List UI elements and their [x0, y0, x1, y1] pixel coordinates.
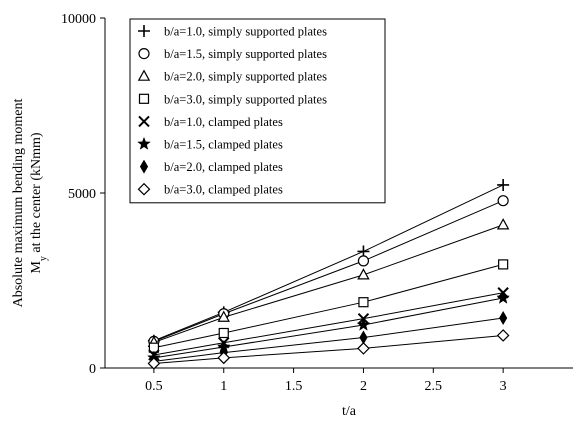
legend-item: b/a=1.5, simply supported plates	[138, 47, 327, 61]
x-tick-label: 1.5	[285, 379, 303, 394]
diamond-open-marker	[137, 182, 151, 196]
diamond-open-marker	[496, 329, 510, 342]
y-axis-title-subscript: y	[38, 256, 49, 261]
diamond-open-marker	[357, 342, 370, 355]
series-triangle	[147, 218, 510, 348]
series-line	[153, 200, 504, 342]
x-tick-label: 0.5	[145, 379, 163, 394]
legend-label: b/a=2.0, clamped plates	[164, 160, 283, 174]
diamond-filled-marker	[359, 330, 368, 345]
circle-marker	[497, 195, 509, 207]
square-marker	[138, 93, 150, 104]
y-tick-label: 0	[89, 362, 96, 377]
series-line	[153, 297, 504, 359]
diamond-open-marker	[147, 357, 161, 370]
series-line	[153, 317, 504, 362]
legend-label: b/a=1.5, simply supported plates	[164, 47, 327, 61]
legend-item: b/a=3.0, simply supported plates	[138, 92, 327, 106]
legend-item: b/a=1.0, clamped plates	[138, 115, 283, 129]
y-axis-title-line-2: My at the center (kNmm)	[29, 132, 49, 273]
legend-label: b/a=1.0, simply supported plates	[164, 25, 327, 39]
diamond-filled-marker	[139, 159, 149, 174]
x-tick-label: 2	[360, 379, 367, 394]
legend-item: b/a=3.0, clamped plates	[137, 182, 283, 197]
circle-marker	[357, 255, 370, 267]
series-circle	[148, 195, 509, 347]
diamond-open-marker	[217, 351, 231, 365]
y-tick-label: 10000	[61, 12, 96, 27]
legend-label: b/a=3.0, simply supported plates	[164, 92, 327, 106]
legend-item: b/a=1.0, simply supported plates	[138, 25, 327, 39]
legend-box	[129, 18, 386, 204]
y-axis-title-rest: at the center (kNmm)	[29, 132, 44, 256]
triangle-marker	[217, 310, 230, 322]
circle-marker	[138, 47, 150, 60]
diamond-filled-marker	[499, 310, 508, 325]
series-plus	[147, 178, 510, 347]
legend: b/a=1.0, simply supported plates b/a=1.5,…	[129, 18, 386, 204]
legend-item: b/a=2.0, clamped plates	[139, 159, 283, 174]
series-diamond-open	[147, 329, 510, 370]
series-layer	[147, 178, 511, 370]
series-line	[153, 263, 504, 349]
legend-label: b/a=3.0, clamped plates	[164, 183, 283, 197]
x-marker	[138, 115, 150, 128]
x-axis-title: t/a	[342, 404, 357, 419]
triangle-marker	[357, 268, 370, 280]
square-marker	[218, 327, 229, 339]
x-tick-label: 3	[500, 379, 507, 394]
legend-item: b/a=1.5, clamped plates	[137, 136, 283, 152]
plus-marker	[138, 25, 150, 37]
series-star	[147, 290, 511, 364]
plus-marker	[497, 178, 510, 191]
axes: 0.5 1 1.5 2 2.5 3 0 5000 10000	[61, 12, 573, 394]
legend-label: b/a=1.0, clamped plates	[164, 115, 283, 129]
x-tick-label: 1	[220, 379, 227, 394]
series-line	[153, 224, 504, 343]
series-x	[148, 287, 509, 361]
legend-item: b/a=2.0, simply supported plates	[137, 69, 327, 84]
triangle-marker	[496, 218, 510, 230]
triangle-marker	[137, 69, 151, 81]
series-line	[153, 184, 504, 342]
x-tick-label: 2.5	[425, 379, 443, 394]
legend-label: b/a=1.5, clamped plates	[164, 138, 283, 152]
square-marker	[498, 259, 509, 270]
star-marker	[496, 290, 511, 304]
series-line	[153, 334, 504, 364]
legend-label: b/a=2.0, simply supported plates	[164, 70, 327, 84]
y-axis-title-symbol: M	[29, 261, 44, 274]
square-marker	[358, 297, 369, 308]
series-square	[148, 259, 509, 353]
star-marker	[356, 317, 371, 331]
y-tick-label: 5000	[68, 187, 96, 202]
y-axis-title-line-1: Absolute maximum bending moment	[11, 98, 26, 307]
series-line	[153, 292, 504, 356]
star-marker	[137, 136, 151, 150]
